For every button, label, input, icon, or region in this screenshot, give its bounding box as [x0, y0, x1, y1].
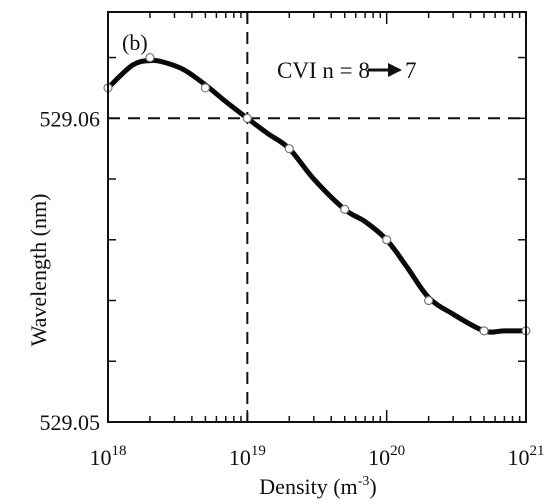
x-tick-label-base: 10 [508, 445, 530, 470]
data-point [284, 144, 294, 154]
x-tick-label: 1018 [90, 443, 127, 470]
panel-label: (b) [122, 30, 148, 55]
x-tick-label: 1021 [508, 443, 545, 470]
y-tick-label: 529.06 [40, 106, 101, 131]
annotation-prefix: CVI n = 8 [277, 58, 370, 83]
x-tick-label-base: 10 [90, 445, 112, 470]
x-tick-label-base: 10 [229, 445, 251, 470]
x-tick-label-exponent: 20 [390, 443, 405, 459]
x-axis-label: Density (m-3) [259, 474, 376, 499]
data-point [340, 204, 350, 215]
data-point [242, 113, 252, 123]
x-tick-label-exponent: 18 [112, 443, 127, 459]
x-tick-label: 1020 [368, 443, 405, 470]
plot-frame [107, 11, 527, 423]
data-point [479, 326, 489, 336]
x-axis-label-unit-exponent: -3 [358, 474, 370, 489]
series-markers [103, 52, 531, 336]
transition-annotation: CVI n = 8 7 [277, 58, 417, 83]
x-tick-label: 1019 [229, 443, 266, 470]
data-point [382, 235, 392, 245]
data-point [145, 52, 155, 63]
data-point [200, 83, 210, 93]
y-tick-label: 529.05 [40, 410, 101, 435]
annotation-suffix: 7 [405, 58, 417, 83]
series-curve [105, 57, 529, 335]
data-point [424, 295, 434, 306]
x-axis-label-text: Density (m [259, 474, 357, 499]
arrow-icon [368, 63, 402, 77]
x-tick-label-exponent: 21 [530, 443, 545, 459]
x-tick-label-base: 10 [368, 445, 390, 470]
x-axis-label-close: ) [369, 474, 376, 499]
x-tick-label-exponent: 19 [251, 443, 266, 459]
y-axis-label: Wavelength (nm) [26, 194, 51, 347]
